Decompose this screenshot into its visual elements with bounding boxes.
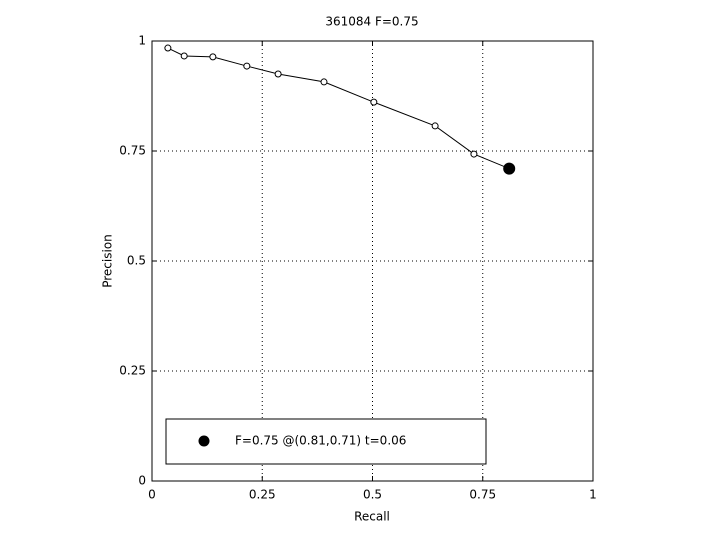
point — [180, 52, 188, 60]
x-tick-label: 0 — [148, 488, 156, 502]
legend-marker — [198, 435, 210, 447]
point — [274, 70, 282, 78]
x-tick-label: 1 — [589, 488, 597, 502]
x-axis-label: Recall — [354, 510, 390, 524]
x-tick-label: 0.5 — [363, 488, 382, 502]
x-tick-label: 0.75 — [469, 488, 496, 502]
y-tick-label: 0.75 — [119, 144, 146, 158]
x-tick-label: 0.25 — [249, 488, 276, 502]
point — [209, 53, 217, 61]
y-tick-label: 1 — [138, 34, 146, 48]
y-tick-label: 0.25 — [119, 364, 146, 378]
series-line — [167, 47, 510, 170]
chart-title: 361084 F=0.75 — [325, 15, 418, 29]
point — [370, 98, 378, 106]
y-tick-label: 0.5 — [127, 254, 146, 268]
y-axis-label: Precision — [101, 234, 115, 288]
point — [320, 78, 328, 86]
point — [470, 150, 478, 158]
point — [431, 122, 439, 130]
legend-box — [165, 418, 487, 465]
y-tick-label: 0 — [138, 474, 146, 488]
legend-label: F=0.75 @(0.81,0.71) t=0.06 — [235, 434, 406, 448]
best-point — [503, 162, 516, 175]
point — [243, 62, 251, 70]
point — [164, 44, 172, 52]
plot-frame — [151, 40, 594, 482]
